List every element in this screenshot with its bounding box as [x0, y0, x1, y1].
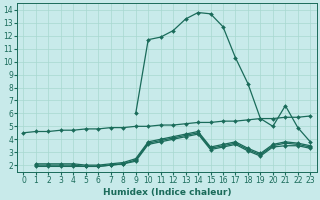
X-axis label: Humidex (Indice chaleur): Humidex (Indice chaleur)	[103, 188, 231, 197]
